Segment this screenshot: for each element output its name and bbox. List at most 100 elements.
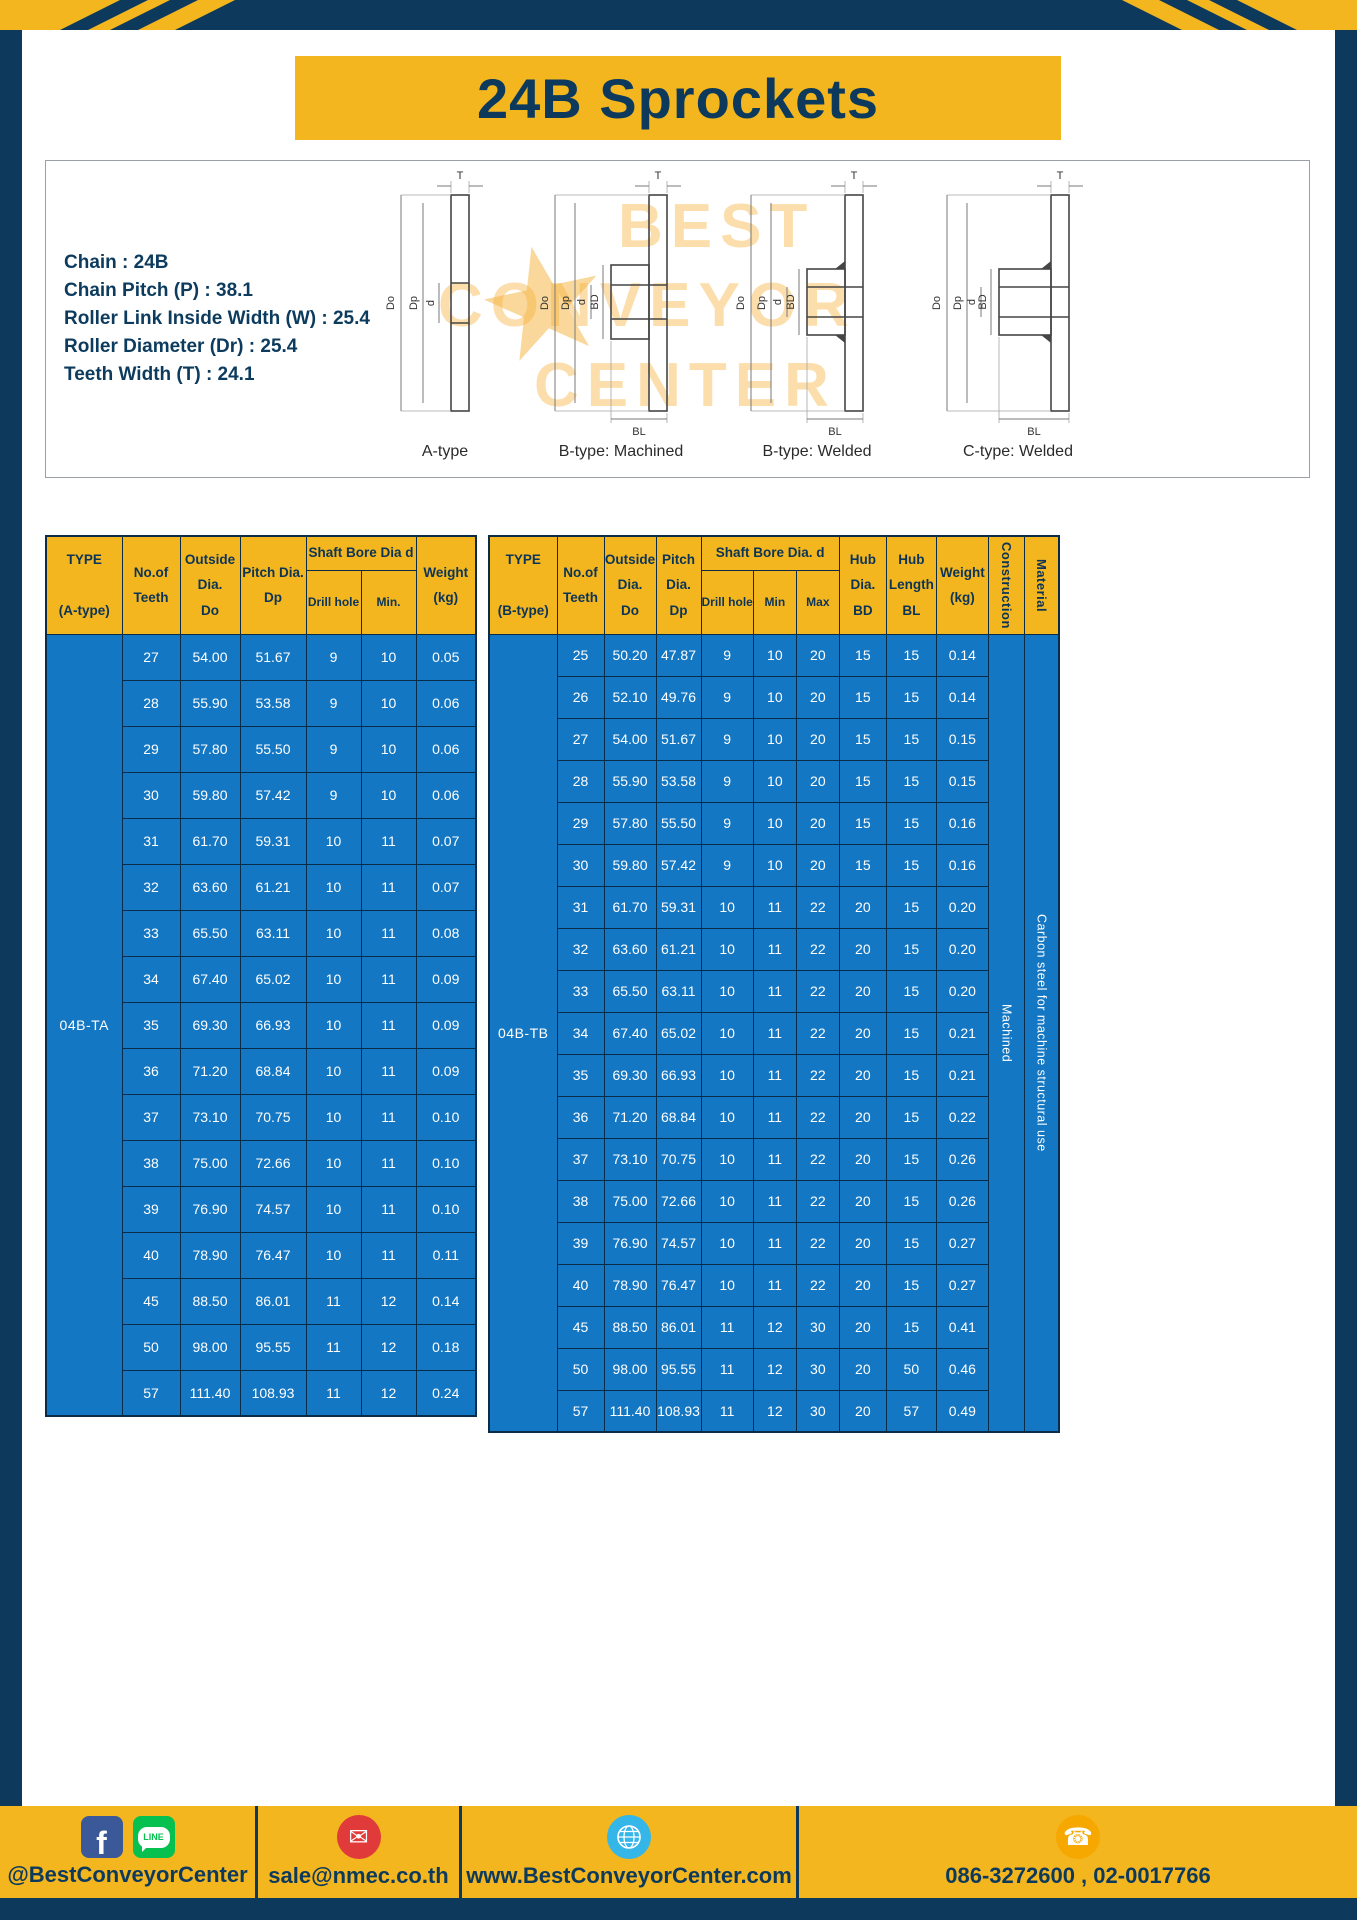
data-cell: 0.16 bbox=[935, 801, 989, 845]
data-cell: 11 bbox=[360, 817, 417, 865]
data-cell: 9 bbox=[700, 717, 754, 761]
table-row: 34 67.40 65.02 10 11 0.09 bbox=[46, 955, 477, 1003]
data-cell: 15 bbox=[885, 1053, 937, 1097]
data-cell: 29 bbox=[556, 801, 605, 845]
data-cell: 59.80 bbox=[603, 843, 657, 887]
svg-text:T: T bbox=[1057, 170, 1064, 182]
data-cell: 22 bbox=[795, 927, 840, 971]
data-cell: 20 bbox=[838, 1347, 887, 1391]
material-cell: Carbon steel for machine structural use bbox=[1023, 633, 1060, 1433]
data-cell: 22 bbox=[795, 969, 840, 1013]
figure-caption: B-type: Welded bbox=[762, 443, 872, 460]
data-cell: 20 bbox=[795, 675, 840, 719]
data-cell: 11 bbox=[700, 1305, 754, 1349]
construction-cell: Machined bbox=[987, 633, 1025, 1433]
footer-website-section: www.BestConveyorCenter.com bbox=[462, 1806, 799, 1898]
data-cell: 68.84 bbox=[655, 1095, 702, 1139]
table-row: 37 73.10 70.75 10 11 22 20 15 0.26 bbox=[489, 1137, 1059, 1181]
data-cell: 15 bbox=[838, 759, 887, 803]
data-cell: 11 bbox=[752, 927, 797, 971]
data-cell: 0.09 bbox=[415, 955, 477, 1003]
table-a-body: 04B-TA 27 54.00 51.67 9 10 0.05 28 55.90 53.58 9 10… bbox=[45, 633, 477, 1417]
data-cell: 0.20 bbox=[935, 969, 989, 1013]
figure-caption: B-type: Machined bbox=[558, 443, 684, 460]
table-row: 28 55.90 53.58 9 10 0.06 bbox=[46, 679, 477, 727]
spec-chain: Chain : 24B bbox=[64, 252, 169, 273]
data-cell: 61.70 bbox=[603, 885, 657, 929]
data-cell: 73.10 bbox=[179, 1093, 241, 1141]
data-cell: 57.80 bbox=[603, 801, 657, 845]
table-row: 57 111.40 108.93 11 12 0.24 bbox=[46, 1369, 477, 1417]
data-cell: 11 bbox=[305, 1369, 362, 1417]
data-cell: 0.14 bbox=[935, 633, 989, 677]
data-cell: 20 bbox=[838, 1263, 887, 1307]
data-cell: 0.24 bbox=[415, 1369, 477, 1417]
data-cell: 15 bbox=[885, 969, 937, 1013]
data-cell: 11 bbox=[752, 1221, 797, 1265]
figure-b-type-machined: T Do Dp d BD bbox=[537, 169, 705, 461]
data-cell: 0.20 bbox=[935, 885, 989, 929]
table-b-body: 04B-TB 25 50.20 47.87 9 10 20 15 15 0.14 Machined C… bbox=[488, 633, 1060, 1433]
sprocket-b-welded-diagram-icon: T Do Dp d BD bbox=[735, 170, 877, 438]
data-cell: 86.01 bbox=[655, 1305, 702, 1349]
svg-text:Do: Do bbox=[385, 296, 397, 310]
data-cell: 10 bbox=[752, 675, 797, 719]
data-cell: 65.50 bbox=[603, 969, 657, 1013]
footer-email-section: ✉ sale@nmec.co.th bbox=[258, 1806, 462, 1898]
figure-a-type: T Do Dp d A-type bbox=[381, 169, 509, 461]
data-cell: 15 bbox=[885, 759, 937, 803]
table-row: 37 73.10 70.75 10 11 0.10 bbox=[46, 1093, 477, 1141]
table-row: 34 67.40 65.02 10 11 22 20 15 0.21 bbox=[489, 1011, 1059, 1055]
type-code-cell: 04B-TA bbox=[45, 633, 123, 1417]
data-cell: 22 bbox=[795, 1179, 840, 1223]
data-cell: 57.80 bbox=[179, 725, 241, 773]
data-cell: 45 bbox=[121, 1277, 181, 1325]
data-cell: 30 bbox=[795, 1347, 840, 1391]
data-cell: 76.47 bbox=[239, 1231, 307, 1279]
data-cell: 63.11 bbox=[655, 969, 702, 1013]
data-cell: 32 bbox=[121, 863, 181, 911]
data-cell: 50 bbox=[556, 1347, 605, 1391]
sprocket-b-machined-diagram-icon: T Do Dp d BD bbox=[539, 170, 681, 438]
data-cell: 57.42 bbox=[655, 843, 702, 887]
footer-website: www.BestConveyorCenter.com bbox=[466, 1863, 792, 1888]
data-cell: 55.50 bbox=[655, 801, 702, 845]
data-cell: 34 bbox=[121, 955, 181, 1003]
svg-text:BD: BD bbox=[589, 294, 601, 309]
data-cell: 11 bbox=[752, 1011, 797, 1055]
table-row: 33 65.50 63.11 10 11 0.08 bbox=[46, 909, 477, 957]
data-cell: 0.26 bbox=[935, 1179, 989, 1223]
data-cell: 34 bbox=[556, 1011, 605, 1055]
data-cell: 11 bbox=[752, 1137, 797, 1181]
data-cell: 28 bbox=[556, 759, 605, 803]
data-cell: 55.50 bbox=[239, 725, 307, 773]
data-cell: 10 bbox=[305, 909, 362, 957]
data-cell: 15 bbox=[885, 843, 937, 887]
data-cell: 12 bbox=[360, 1323, 417, 1371]
data-cell: 0.11 bbox=[415, 1231, 477, 1279]
globe-icon bbox=[607, 1815, 651, 1859]
data-cell: 15 bbox=[838, 843, 887, 887]
data-cell: 0.08 bbox=[415, 909, 477, 957]
data-cell: 20 bbox=[838, 1053, 887, 1097]
footer-social-handle: @BestConveyorCenter bbox=[7, 1862, 248, 1887]
data-cell: 76.90 bbox=[179, 1185, 241, 1233]
data-cell: 15 bbox=[885, 1263, 937, 1307]
data-cell: 30 bbox=[795, 1389, 840, 1433]
data-cell: 10 bbox=[700, 927, 754, 971]
data-cell: 63.11 bbox=[239, 909, 307, 957]
data-cell: 69.30 bbox=[179, 1001, 241, 1049]
data-cell: 39 bbox=[556, 1221, 605, 1265]
data-cell: 20 bbox=[838, 1305, 887, 1349]
svg-text:T: T bbox=[655, 170, 662, 182]
data-cell: 11 bbox=[360, 1001, 417, 1049]
data-cell: 36 bbox=[556, 1095, 605, 1139]
data-cell: 30 bbox=[795, 1305, 840, 1349]
col-header-type: TYPE (B-type) bbox=[488, 535, 558, 635]
data-cell: 70.75 bbox=[239, 1093, 307, 1141]
data-cell: 0.14 bbox=[415, 1277, 477, 1325]
data-cell: 0.18 bbox=[415, 1323, 477, 1371]
col-header-teeth: No.of Teeth bbox=[121, 535, 181, 635]
table-row: 04B-TB 25 50.20 47.87 9 10 20 15 15 0.14 Machined C… bbox=[488, 633, 1060, 1433]
